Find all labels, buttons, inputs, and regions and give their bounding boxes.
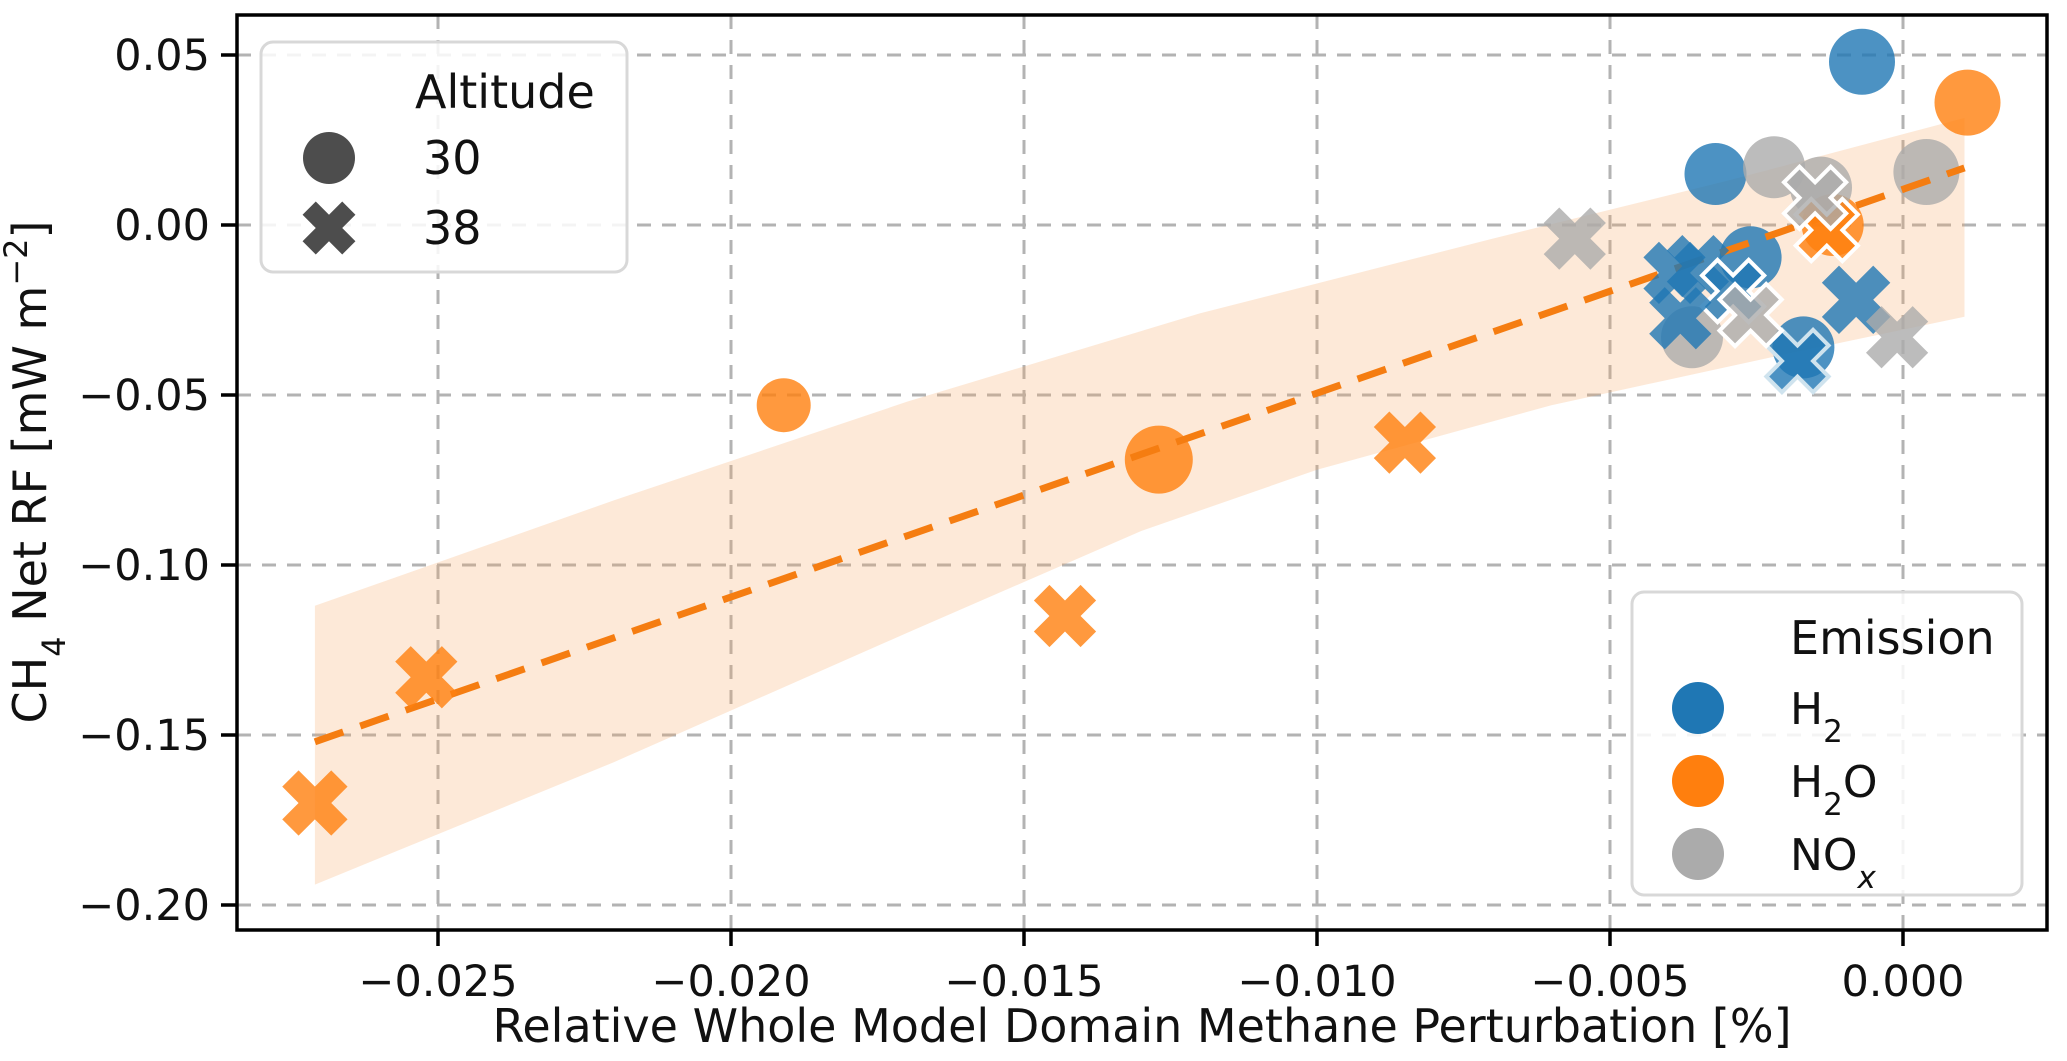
legend-emission-item-nox: NOx xyxy=(1790,830,1877,896)
legend-altitude-item-30: 30 xyxy=(423,131,482,185)
x-tick-label: −0.020 xyxy=(651,957,810,1007)
legend-emission-item-h2: H2 xyxy=(1790,684,1843,750)
scatter-point-h2-x xyxy=(1763,327,1832,395)
scatter-point-h2o-circle xyxy=(1124,425,1193,494)
x-tick-label: −0.015 xyxy=(944,957,1103,1007)
scatter-point-nox-x xyxy=(1781,163,1850,232)
legend-emission-item-h2o: H2O xyxy=(1790,757,1877,823)
legend-altitude-x-handle xyxy=(302,201,356,255)
legend-emission-box xyxy=(1630,590,2024,897)
x-tick-label: −0.005 xyxy=(1530,957,1689,1007)
legend-emission: Emission H2 H2O NOx xyxy=(1630,590,2024,897)
scatter-point-h2-x xyxy=(1649,287,1712,350)
scatter-point-h2o-x xyxy=(1033,584,1097,648)
legend-altitude-circle-handle xyxy=(303,132,355,184)
x-axis-label: Relative Whole Model Domain Methane Pert… xyxy=(492,999,1791,1053)
x-tick-label: −0.025 xyxy=(358,957,517,1007)
scatter-point-h2o-circle xyxy=(756,378,811,433)
scatter-point-nox-x xyxy=(1865,306,1929,369)
legend-emission-h2-swatch xyxy=(1672,682,1724,734)
axis-ticks: −0.025 −0.020 −0.015 −0.010 −0.005 0.000 0.05 0… xyxy=(78,31,1964,1007)
y-tick-label: −0.05 xyxy=(78,371,210,421)
legend-emission-nox-swatch xyxy=(1672,828,1724,880)
scatter-point-h2-circle xyxy=(1684,143,1747,205)
y-tick-label: 0.00 xyxy=(114,201,210,251)
scatter-point-h2o-x xyxy=(1373,411,1437,474)
plot-border xyxy=(235,13,2049,932)
x-tick-label: 0.000 xyxy=(1841,957,1964,1007)
legend-altitude-item-38: 38 xyxy=(423,201,482,255)
legend-altitude: Altitude 30 38 xyxy=(259,40,629,274)
scatter-point-h2-circle xyxy=(1829,28,1895,95)
scatter-point-h2o-circle xyxy=(1934,69,2001,136)
y-axis-label: CH4 Net RF [mW m−2] xyxy=(0,221,73,724)
y-tick-label: −0.20 xyxy=(78,881,210,931)
legend-emission-title: Emission xyxy=(1790,611,1995,665)
x-tick-label: −0.010 xyxy=(1237,957,1396,1007)
legend-altitude-title: Altitude xyxy=(415,65,595,119)
y-tick-label: 0.05 xyxy=(114,31,210,81)
scatter-point-nox-x xyxy=(1543,207,1606,270)
scatter-point-h2o-x xyxy=(395,646,458,709)
scatter-x-markers xyxy=(282,163,1929,836)
y-tick-label: −0.15 xyxy=(78,711,210,761)
scatter-point-nox-x xyxy=(1716,281,1785,350)
scatter-point-h2o-x xyxy=(282,770,348,836)
y-tick-label: −0.10 xyxy=(78,541,210,591)
legend-emission-h2o-swatch xyxy=(1672,755,1724,807)
